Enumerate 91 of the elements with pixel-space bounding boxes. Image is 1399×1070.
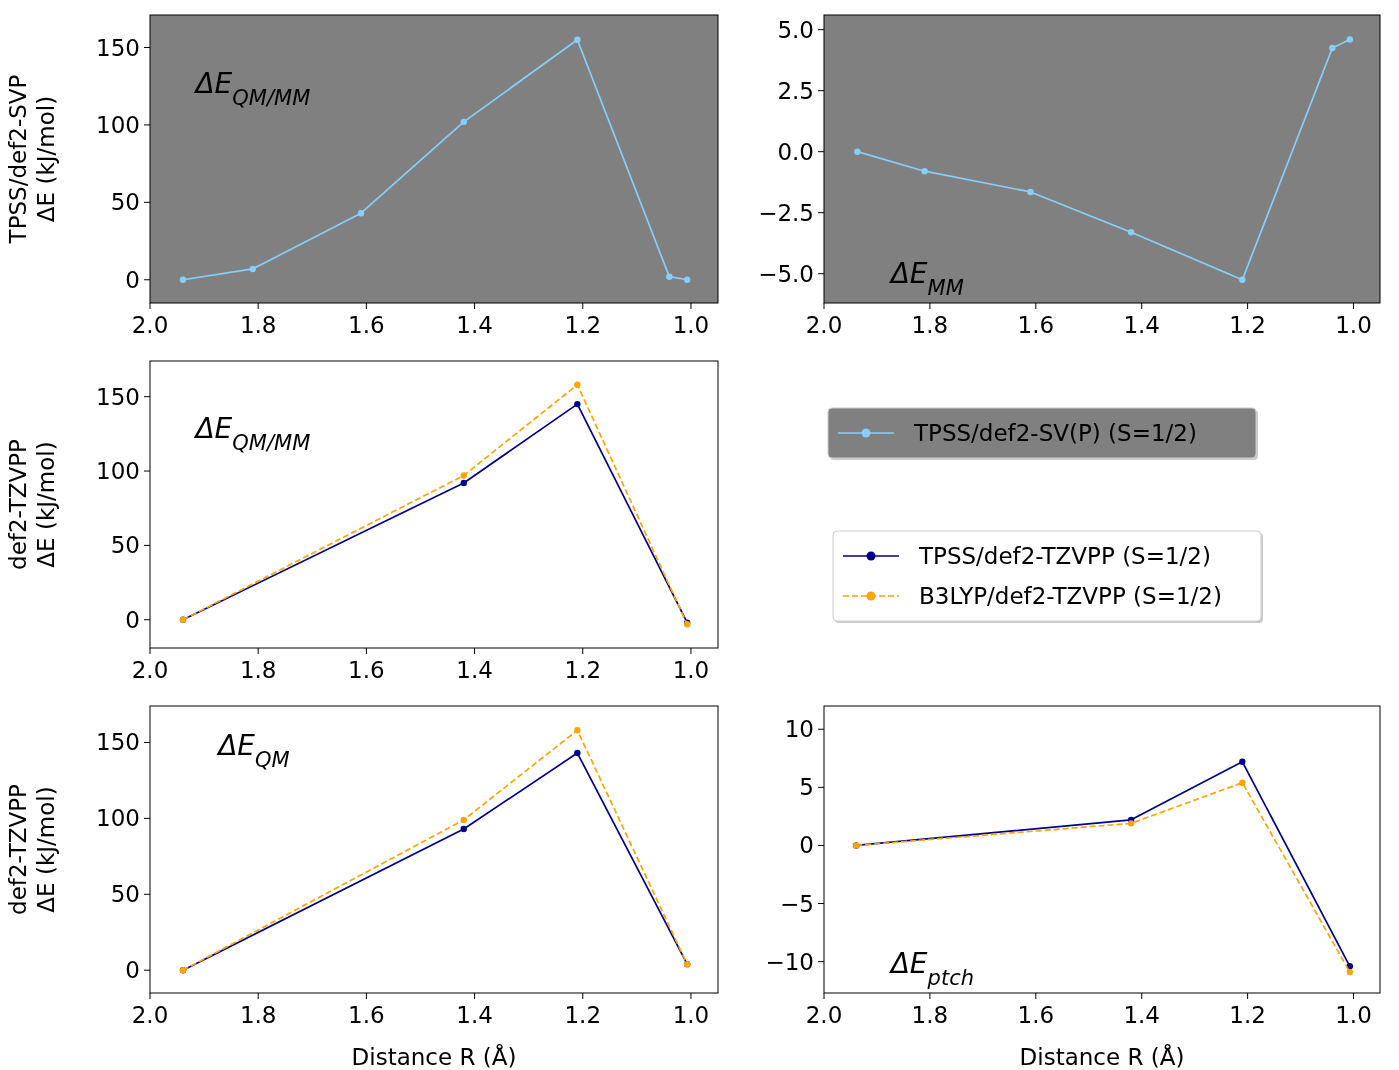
y-tick-label: −5 (780, 890, 814, 917)
point (574, 749, 581, 757)
y-tick-label: 150 (96, 729, 140, 756)
point (1127, 229, 1135, 236)
x-axis-title: Distance R (Å) (1019, 1043, 1185, 1070)
point (357, 209, 365, 217)
point (666, 273, 673, 280)
y-tick-label: 100 (96, 111, 140, 138)
y-tick-label: 50 (110, 881, 140, 908)
y-tick-label: 100 (96, 458, 140, 485)
point (1329, 44, 1336, 52)
legend-label: TPSS/def2-SV(P) (S=1/2) (913, 420, 1197, 447)
y-tick-label: −10 (765, 948, 814, 975)
x-tick-label: 1.6 (1017, 312, 1055, 338)
x-tick-label: 1.4 (456, 312, 493, 338)
y-tick-label: 0 (125, 606, 140, 633)
point (574, 36, 581, 43)
point (1346, 968, 1354, 976)
x-tick-label: 1.2 (564, 312, 602, 338)
point (460, 118, 467, 126)
point (460, 479, 467, 487)
x-tick-label: 1.4 (1123, 312, 1160, 338)
y-tick-label: −2.5 (758, 199, 814, 226)
point (574, 381, 581, 388)
x-tick-label: 1.8 (239, 312, 277, 338)
x-tick-label: 1.2 (1229, 1002, 1266, 1028)
y-tick-label: 150 (96, 34, 140, 61)
x-tick-label: 1.0 (1335, 312, 1372, 338)
y-tick-label: 50 (110, 189, 140, 216)
x-tick-label: 1.2 (1229, 312, 1266, 338)
y-tick-label: 5.0 (777, 16, 814, 43)
y-tick-label: 0 (125, 266, 140, 293)
point (1239, 758, 1246, 765)
point (683, 276, 691, 283)
point (249, 265, 256, 273)
x-tick-label: 2.0 (805, 1002, 843, 1028)
x-tick-label: 1.6 (348, 312, 385, 338)
x-tick-label: 1.6 (348, 657, 385, 683)
x-tick-label: 1.8 (239, 657, 277, 683)
point (460, 472, 467, 479)
x-tick-label: 1.0 (672, 1002, 710, 1028)
point (854, 148, 861, 155)
y-axis-title: def2-TZVPP ΔE (kJ/mol) (5, 783, 59, 915)
point (574, 727, 581, 734)
annotation: ΔE$_{ptch}$ (888, 946, 974, 990)
y-tick-label: 2.5 (777, 77, 814, 104)
y-tick-label: 5 (799, 774, 814, 801)
x-tick-label: 2.0 (131, 657, 169, 683)
point (179, 276, 187, 283)
x-tick-label: 1.8 (911, 312, 949, 338)
x-tick-label: 1.8 (239, 1002, 277, 1028)
point (1239, 276, 1246, 284)
x-tick-label: 1.8 (911, 1002, 949, 1028)
y-tick-label: 0.0 (777, 138, 814, 165)
point (921, 168, 928, 175)
y-axis-title: TPSS/def2-SVP ΔE (kJ/mol) (5, 74, 59, 245)
y-tick-label: 100 (96, 805, 140, 832)
legend-label: TPSS/def2-TZVPP (S=1/2) (918, 543, 1211, 570)
x-tick-label: 1.4 (456, 1002, 493, 1028)
y-tick-label: −5.0 (758, 260, 814, 287)
x-tick-label: 2.0 (805, 312, 843, 338)
point (1239, 779, 1246, 786)
point (1127, 820, 1135, 827)
x-tick-label: 1.6 (348, 1002, 385, 1028)
point (574, 400, 581, 408)
x-tick-label: 1.0 (1335, 1002, 1372, 1028)
point (1027, 188, 1034, 196)
y-tick-label: 0 (125, 957, 140, 984)
x-tick-label: 2.0 (131, 312, 169, 338)
x-tick-label: 1.0 (672, 312, 710, 338)
annotation: ΔE$_{QM/MM}$ (193, 66, 311, 110)
point (460, 816, 467, 824)
x-tick-label: 1.6 (1017, 1002, 1055, 1028)
x-tick-label: 1.4 (1123, 1002, 1160, 1028)
x-tick-label: 2.0 (131, 1002, 169, 1028)
y-tick-label: 10 (784, 716, 814, 743)
point (1346, 36, 1354, 43)
x-tick-label: 1.2 (564, 657, 602, 683)
x-tick-label: 1.0 (672, 657, 710, 683)
y-tick-label: 50 (110, 532, 140, 559)
annotation: ΔE$_{QM}$ (216, 728, 290, 772)
y-tick-label: 0 (799, 832, 814, 859)
legend-label: B3LYP/def2-TZVPP (S=1/2) (919, 583, 1222, 610)
x-tick-label: 1.4 (456, 657, 493, 683)
x-tick-label: 1.2 (564, 1002, 602, 1028)
y-axis-title: def2-TZVPP ΔE (kJ/mol) (5, 438, 59, 570)
annotation: ΔE$_{MM}$ (888, 256, 964, 300)
y-tick-label: 150 (96, 383, 140, 410)
x-axis-title: Distance R (Å) (351, 1043, 517, 1070)
annotation: ΔE$_{QM/MM}$ (193, 412, 311, 456)
point (460, 825, 467, 833)
